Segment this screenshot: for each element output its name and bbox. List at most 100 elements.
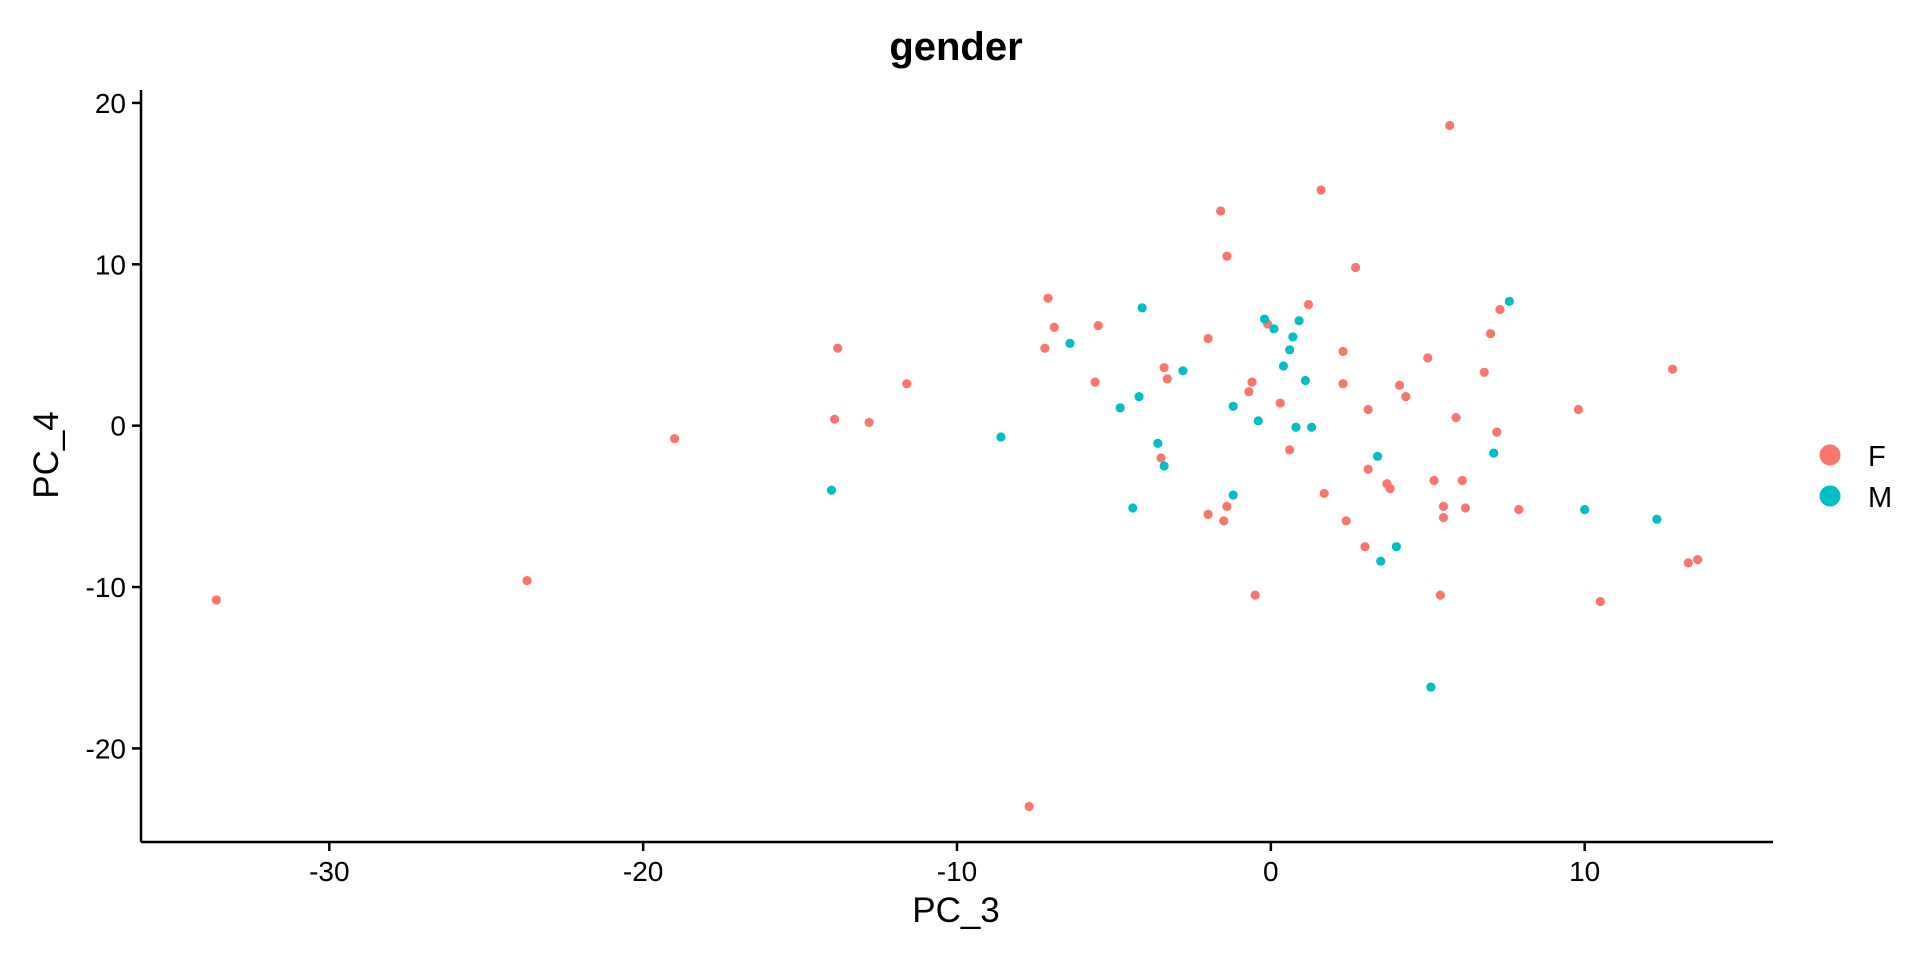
data-point [1360, 542, 1370, 552]
data-point [1285, 445, 1295, 455]
data-point [1216, 206, 1226, 216]
data-point [1285, 345, 1295, 355]
data-point [1093, 321, 1103, 331]
data-point [1319, 488, 1329, 499]
data-point [1153, 438, 1163, 449]
data-point [1391, 542, 1401, 552]
data-point [1275, 398, 1285, 408]
data-point [1372, 451, 1383, 461]
data-point [1573, 404, 1584, 415]
data-point [833, 343, 843, 353]
x-tick-label: -30 [309, 856, 349, 887]
data-point [1341, 516, 1351, 526]
data-point [1203, 333, 1213, 344]
data-point [1385, 483, 1395, 494]
data-point [1401, 392, 1411, 402]
data-point [1652, 514, 1662, 524]
data-point [1376, 556, 1386, 566]
data-point [1492, 427, 1502, 437]
series-m [826, 296, 1662, 692]
data-point [1485, 329, 1496, 339]
data-point [1294, 316, 1304, 326]
data-point [1178, 366, 1188, 376]
data-point [1426, 682, 1436, 692]
data-point [1489, 448, 1499, 458]
data-point [1445, 120, 1455, 131]
data-point [1580, 504, 1590, 515]
data-point [1219, 516, 1229, 526]
data-point [1451, 412, 1461, 423]
data-point [1278, 361, 1288, 371]
data-point [1479, 367, 1489, 378]
y-axis-label: PC_4 [27, 411, 66, 499]
legend-label: M [1868, 482, 1892, 514]
data-point [1134, 392, 1144, 402]
y-tick-label: 0 [110, 411, 126, 442]
plot-area [211, 120, 1703, 812]
data-point [1049, 322, 1059, 332]
data-point [1115, 403, 1125, 413]
data-point [1435, 590, 1445, 600]
data-point [1460, 503, 1471, 513]
data-point [1228, 401, 1238, 411]
data-point [1203, 509, 1213, 520]
data-point [1222, 251, 1232, 261]
data-point [1247, 377, 1257, 387]
y-tick-label: -10 [86, 572, 126, 603]
y-tick-label: 10 [95, 249, 126, 280]
data-point [1338, 346, 1348, 357]
data-point [826, 485, 837, 495]
data-point [1423, 353, 1433, 363]
x-tick-label: 0 [1263, 856, 1279, 887]
y-tick-label: -20 [86, 733, 126, 764]
legend: FM [1819, 441, 1892, 514]
x-tick-label: 10 [1569, 856, 1600, 887]
data-point [996, 432, 1006, 442]
data-point [1259, 314, 1270, 324]
data-point [1514, 504, 1524, 515]
data-point [1363, 404, 1373, 415]
data-point [1316, 185, 1326, 195]
x-axis: -30 -20 -10 0 10 [141, 840, 1773, 887]
data-point [864, 417, 874, 428]
data-point [1291, 422, 1301, 432]
data-point [1090, 377, 1100, 387]
data-point [1693, 554, 1703, 565]
data-point [1350, 262, 1361, 273]
data-point [1303, 300, 1314, 310]
data-point [1159, 362, 1169, 373]
data-point [1228, 490, 1238, 500]
data-point [1040, 343, 1050, 353]
data-point [1156, 453, 1166, 463]
data-point [1338, 379, 1348, 389]
legend-key [1819, 485, 1841, 507]
x-axis-label: PC_3 [912, 891, 1000, 930]
data-point [1300, 375, 1310, 386]
legend-item-f: F [1819, 441, 1886, 473]
x-tick-label: -20 [623, 856, 663, 887]
data-point [522, 575, 532, 586]
data-point [1595, 596, 1605, 607]
data-point [1504, 296, 1514, 306]
data-point [830, 414, 840, 424]
data-point [1307, 422, 1317, 432]
data-point [211, 595, 221, 605]
data-point [1024, 801, 1034, 812]
data-point [1222, 501, 1232, 511]
data-point [1429, 475, 1439, 486]
data-point [1250, 590, 1260, 600]
data-point [1438, 513, 1449, 523]
data-point [1244, 387, 1254, 397]
data-point [902, 379, 912, 389]
data-point [1683, 558, 1693, 568]
y-axis: -20 -10 0 10 20 [86, 88, 143, 842]
data-point [1162, 374, 1172, 384]
data-point [1269, 324, 1279, 334]
legend-key [1819, 444, 1841, 466]
data-point [1043, 293, 1053, 303]
data-point [1363, 464, 1373, 474]
data-point [1128, 503, 1138, 513]
data-point [1253, 416, 1263, 426]
data-point [1495, 304, 1505, 315]
